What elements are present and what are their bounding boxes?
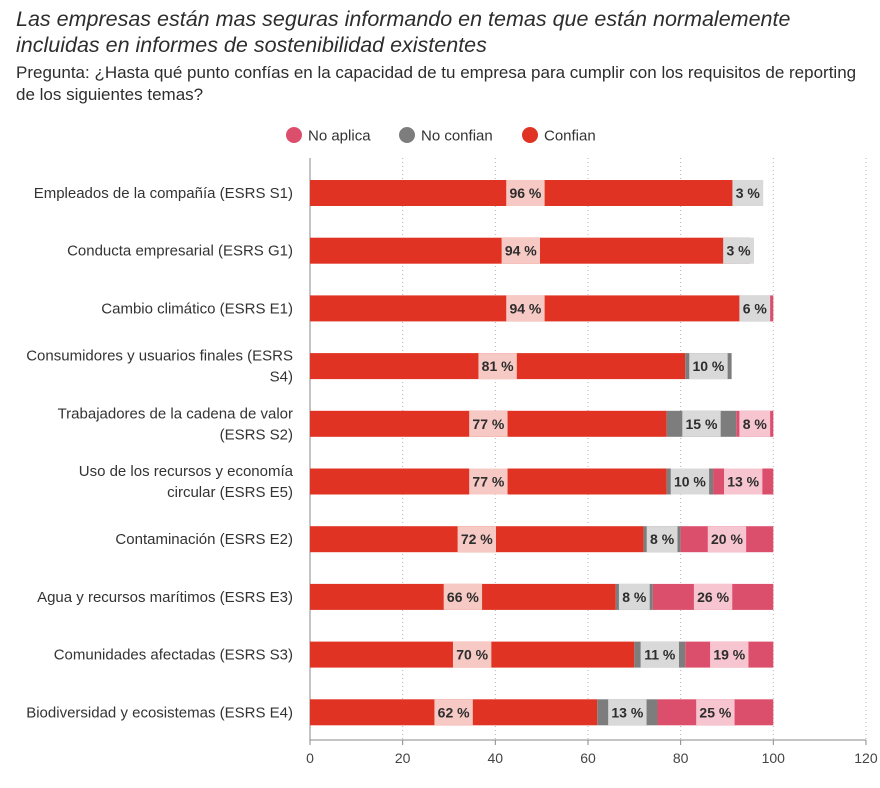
bar-row: Trabajadores de la cadena de valor (ESRS … (58, 405, 774, 443)
x-tick-label: 0 (306, 750, 314, 766)
chart-subtitle: Pregunta: ¿Hasta qué punto confías en la… (16, 63, 857, 104)
value-label: 13 % (727, 474, 759, 490)
value-label-box (682, 410, 721, 437)
bar-row: Comunidades afectadas (ESRS S3) 70 % 11 % 1… (54, 641, 774, 668)
value-label-box (732, 180, 764, 206)
value-label-box (457, 526, 496, 553)
chart-header: Las empresas están mas seguras informand… (16, 6, 866, 106)
value-label-box (640, 641, 679, 668)
x-tick-label: 120 (854, 750, 878, 766)
value-label-box (469, 410, 508, 437)
value-label-box (739, 410, 771, 437)
category-label: Consumidores y usuarios finales (ESRS (26, 348, 293, 365)
value-label-box (670, 468, 710, 495)
category-label: Empleados de la compañía (ESRS S1) (34, 185, 293, 202)
x-tick-label: 40 (488, 750, 504, 766)
value-label-box (506, 295, 545, 322)
value-label-box (723, 468, 763, 495)
legend-label: No confian (421, 128, 493, 145)
value-label: 62 % (438, 704, 470, 720)
value-label: 8 % (743, 416, 768, 432)
value-label: 10 % (692, 358, 724, 374)
value-label-box (506, 180, 545, 206)
value-label: 3 % (726, 243, 751, 259)
value-label: 11 % (644, 647, 676, 663)
bar-row: Contaminación (ESRS E2) 72 % 8 % 20 % (115, 526, 774, 553)
bar-row: Agua y recursos marítimos (ESRS E3) 66 % 8… (37, 583, 774, 610)
value-label: 70 % (456, 647, 488, 663)
value-label: 96 % (509, 185, 541, 201)
value-label: 8 % (622, 589, 647, 605)
value-label-box (646, 526, 678, 553)
category-label: S4) (270, 369, 293, 386)
value-label: 77 % (472, 474, 504, 490)
x-tick-label: 100 (762, 750, 786, 766)
value-label-box (689, 353, 728, 380)
value-label: 8 % (650, 531, 675, 547)
category-label: Conducta empresarial (ESRS G1) (67, 243, 293, 260)
category-label: Uso de los recursos y economía (79, 463, 294, 480)
category-label: Biodiversidad y ecosistemas (ESRS E4) (26, 704, 293, 721)
value-label: 77 % (472, 416, 504, 432)
legend-label: No aplica (308, 128, 371, 145)
value-label: 81 % (482, 358, 514, 374)
category-label: Comunidades afectadas (ESRS S3) (54, 647, 293, 664)
value-label: 19 % (713, 647, 745, 663)
value-label-box (452, 641, 492, 668)
x-tick-label: 60 (580, 750, 596, 766)
x-tick-label: 20 (395, 750, 411, 766)
value-label-box (710, 641, 749, 668)
chart-title: Las empresas están mas seguras informand… (16, 7, 791, 57)
category-label: Contaminación (ESRS E2) (115, 531, 293, 548)
category-label: (ESRS S2) (220, 426, 293, 443)
value-label: 6 % (743, 300, 768, 316)
category-label: Agua y recursos marítimos (ESRS E3) (37, 589, 293, 606)
value-label-box (478, 353, 517, 380)
value-label: 15 % (686, 416, 718, 432)
value-label-box (707, 526, 747, 553)
x-tick-label: 80 (673, 750, 689, 766)
bar-row: Consumidores y usuarios finales (ESRS S4)… (26, 348, 732, 386)
value-label-box (696, 699, 735, 726)
value-label-box (501, 237, 541, 264)
category-label: circular (ESRS E5) (167, 484, 293, 501)
value-label: 3 % (736, 185, 761, 201)
legend-swatch (286, 127, 302, 143)
legend-swatch (399, 127, 415, 143)
value-label-box (693, 583, 733, 610)
value-label: 72 % (461, 531, 493, 547)
value-label: 94 % (509, 300, 541, 316)
bar-segment (768, 295, 774, 322)
bar-row: Uso de los recursos y economía circular (… (79, 463, 774, 501)
value-label: 26 % (697, 589, 729, 605)
bar-row: Cambio climático (ESRS E1) 94 % 6 % (101, 295, 774, 322)
value-label-box (608, 699, 647, 726)
bar-row: Empleados de la compañía (ESRS S1) 96 % 3 … (34, 180, 764, 206)
value-label-box (739, 295, 771, 322)
value-label: 25 % (699, 704, 731, 720)
category-label: Cambio climático (ESRS E1) (101, 300, 293, 317)
value-label: 66 % (447, 589, 479, 605)
value-label: 94 % (505, 243, 537, 259)
value-label-box (434, 699, 473, 726)
category-label: Trabajadores de la cadena de valor (58, 405, 293, 422)
value-label: 10 % (674, 474, 706, 490)
value-label-box (443, 583, 483, 610)
legend-swatch (522, 127, 538, 143)
bar-row: Biodiversidad y ecosistemas (ESRS E4) 62 … (26, 699, 774, 726)
value-label-box (723, 237, 754, 264)
legend-label: Confian (544, 128, 596, 145)
value-label: 20 % (711, 531, 743, 547)
value-label: 13 % (611, 704, 643, 720)
value-label-box (469, 468, 508, 495)
bar-row: Conducta empresarial (ESRS G1) 94 % 3 % (67, 237, 754, 264)
value-label-box (618, 583, 650, 610)
